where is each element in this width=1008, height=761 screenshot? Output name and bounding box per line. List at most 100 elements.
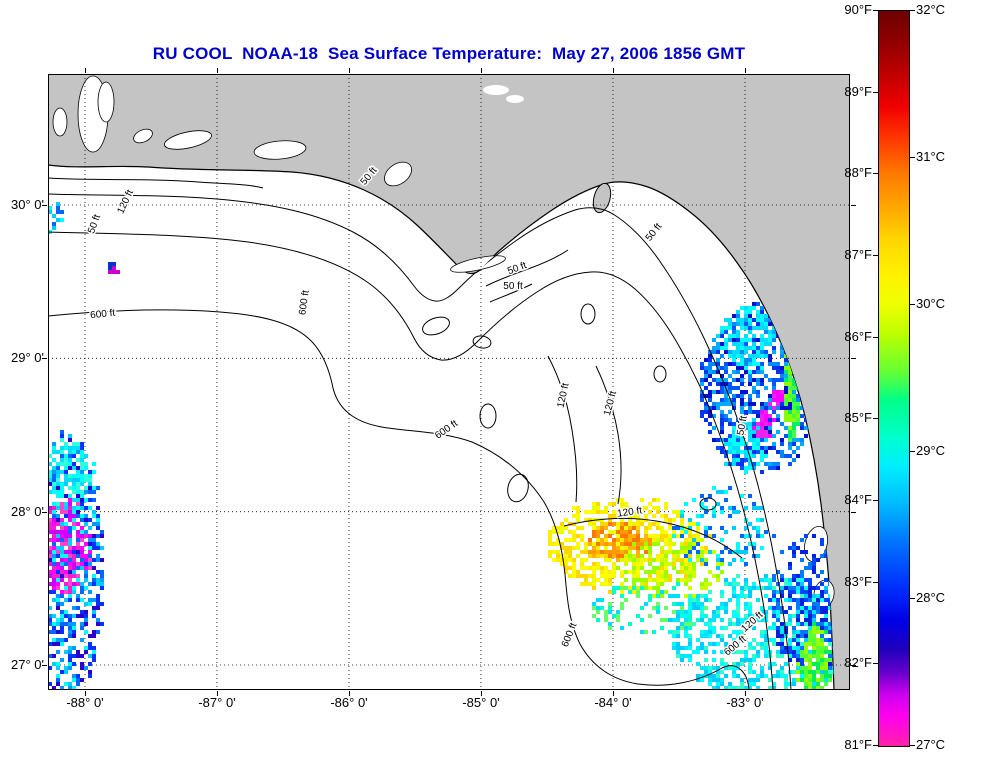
colorbar-tick — [910, 598, 915, 599]
y-tick-label: 29° 0' — [11, 350, 44, 366]
x-tick-mark — [613, 68, 614, 73]
colorbar — [878, 10, 910, 747]
colorbar-gradient — [879, 11, 909, 746]
colorbar-fahrenheit-label: 90°F — [844, 2, 872, 17]
colorbar-fahrenheit-label: 85°F — [844, 410, 872, 426]
y-tick-mark — [851, 664, 856, 666]
sst-region-nw-specks-b — [108, 262, 120, 274]
x-tick-mark — [85, 68, 86, 73]
cloud-patch — [483, 85, 509, 95]
y-tick-mark — [42, 664, 47, 666]
y-tick-mark — [851, 511, 856, 513]
colorbar-celsius-label: 30°C — [916, 296, 946, 311]
sst-region-west-main — [48, 430, 104, 690]
x-tick-label: -88° 0' — [66, 695, 104, 710]
contour-depth-label: 50 ft — [506, 260, 528, 277]
colorbar-celsius-label: 32°C — [916, 2, 946, 17]
contour-depth-label: 120 ft — [556, 382, 572, 409]
colorbar-fahrenheit-label: 88°F — [844, 165, 872, 181]
colorbar-tick — [873, 500, 878, 501]
contour-depth-label: 120 ft — [115, 188, 136, 216]
pensacola-bay — [164, 130, 212, 150]
contour-120ft-arc — [563, 518, 743, 559]
land-mass — [47, 73, 851, 691]
sst-region-midshelf-green-fringe — [616, 534, 724, 598]
barrier-islands-line — [48, 177, 264, 189]
coastal-bays — [52, 75, 835, 609]
colorbar-tick — [873, 173, 878, 175]
contour-depth-label: 600 ft — [297, 289, 311, 316]
x-tick-mark — [745, 691, 746, 696]
contour-50ft-baymouth-b — [489, 283, 533, 303]
contour-120ft-seg-a — [547, 355, 578, 503]
contour-depth-label: 120 ft — [602, 390, 619, 417]
y-tick-label: 30° 0' — [11, 197, 44, 212]
colorbar-tick — [873, 418, 878, 420]
colorbar-tick — [873, 91, 878, 93]
colorbar-fahrenheit-label: 82°F — [844, 655, 872, 671]
choctawhatchee-bay — [253, 140, 307, 160]
contour-depth-label: 50 ft — [644, 221, 665, 243]
x-tick-mark — [349, 68, 350, 73]
colorbar-tick — [910, 10, 915, 11]
sst-region-scatter-south — [592, 582, 708, 634]
colorbar-fahrenheit-label: 87°F — [844, 247, 872, 262]
colorbar-fahrenheit-label: 89°F — [844, 83, 872, 99]
x-tick-label: -83° 0' — [726, 695, 764, 710]
contour-120ft-seg-b — [595, 365, 622, 505]
tampa-bay — [803, 525, 829, 563]
sst-region-swcoast-green — [796, 622, 832, 690]
colorbar-celsius-label: 27°C — [916, 737, 946, 752]
colorbar-celsius-label: 28°C — [916, 590, 946, 605]
sst-region-bigbend-cyan-north — [716, 306, 776, 374]
x-tick-mark — [349, 691, 350, 696]
sst-region-midshelf-orange-core — [588, 522, 652, 562]
st-andrew-bay — [384, 161, 412, 187]
x-tick-label: -85° 0' — [462, 695, 500, 710]
sst-data-layer — [48, 202, 848, 690]
colorbar-celsius-label: 29°C — [916, 443, 946, 458]
contour-600ft — [48, 309, 750, 690]
colorbar-tick — [873, 255, 878, 256]
contour-120ft — [48, 231, 774, 690]
contour-50ft-baymouth-a — [485, 249, 569, 287]
colorbar-tick — [910, 451, 915, 452]
colorbar-tick — [873, 336, 878, 338]
axes-frame — [48, 74, 850, 690]
x-tick-mark — [85, 691, 86, 696]
x-tick-mark — [217, 691, 218, 696]
bathymetry-contours — [48, 177, 792, 690]
sst-region-bigbend-magenta-b — [768, 390, 784, 410]
sst-region-bigbend-magenta-a — [752, 410, 776, 438]
contour-depth-label: 50 ft — [86, 213, 103, 235]
map-plot-area: 50 ft 120 ft 600 ft 50 ft 600 ft 50 ft 50 ft 50… — [47, 73, 851, 691]
colorbar-tick — [910, 157, 915, 158]
x-tick-label: -87° 0' — [198, 695, 236, 710]
x-tick-mark — [481, 691, 482, 696]
y-tick-label: 27° 0' — [11, 656, 44, 672]
y-tick-label: 28° 0' — [11, 503, 44, 519]
sst-region-west-magenta — [48, 498, 92, 594]
x-tick-mark — [745, 68, 746, 73]
contour-50ft — [48, 193, 792, 690]
x-tick-mark — [481, 68, 482, 73]
y-tick-mark — [851, 358, 856, 360]
colorbar-fahrenheit-label: 81°F — [844, 737, 872, 752]
x-tick-label: -84° 0' — [594, 695, 632, 710]
colorbar-fahrenheit-label: 86°F — [844, 328, 872, 344]
x-tick-label: -86° 0' — [330, 695, 368, 710]
y-tick-mark — [42, 358, 47, 360]
contour-depth-label: 600 ft — [433, 418, 460, 441]
colorbar-tick — [910, 304, 915, 305]
colorbar-tick — [873, 581, 878, 583]
contour-depth-label: 50 ft — [735, 415, 749, 436]
big-bend-peninsula — [592, 182, 612, 214]
contour-depth-label: 120 ft — [616, 505, 643, 519]
sst-region-nw-specks-a — [48, 202, 64, 234]
x-tick-mark — [613, 691, 614, 696]
y-tick-mark — [42, 511, 47, 513]
page-title: RU COOL NOAA-18 Sea Surface Temperature:… — [152, 44, 746, 63]
colorbar-tick — [910, 745, 915, 746]
sst-map-svg: 50 ft 120 ft 600 ft 50 ft 600 ft 50 ft 50 ft 50… — [47, 73, 851, 691]
